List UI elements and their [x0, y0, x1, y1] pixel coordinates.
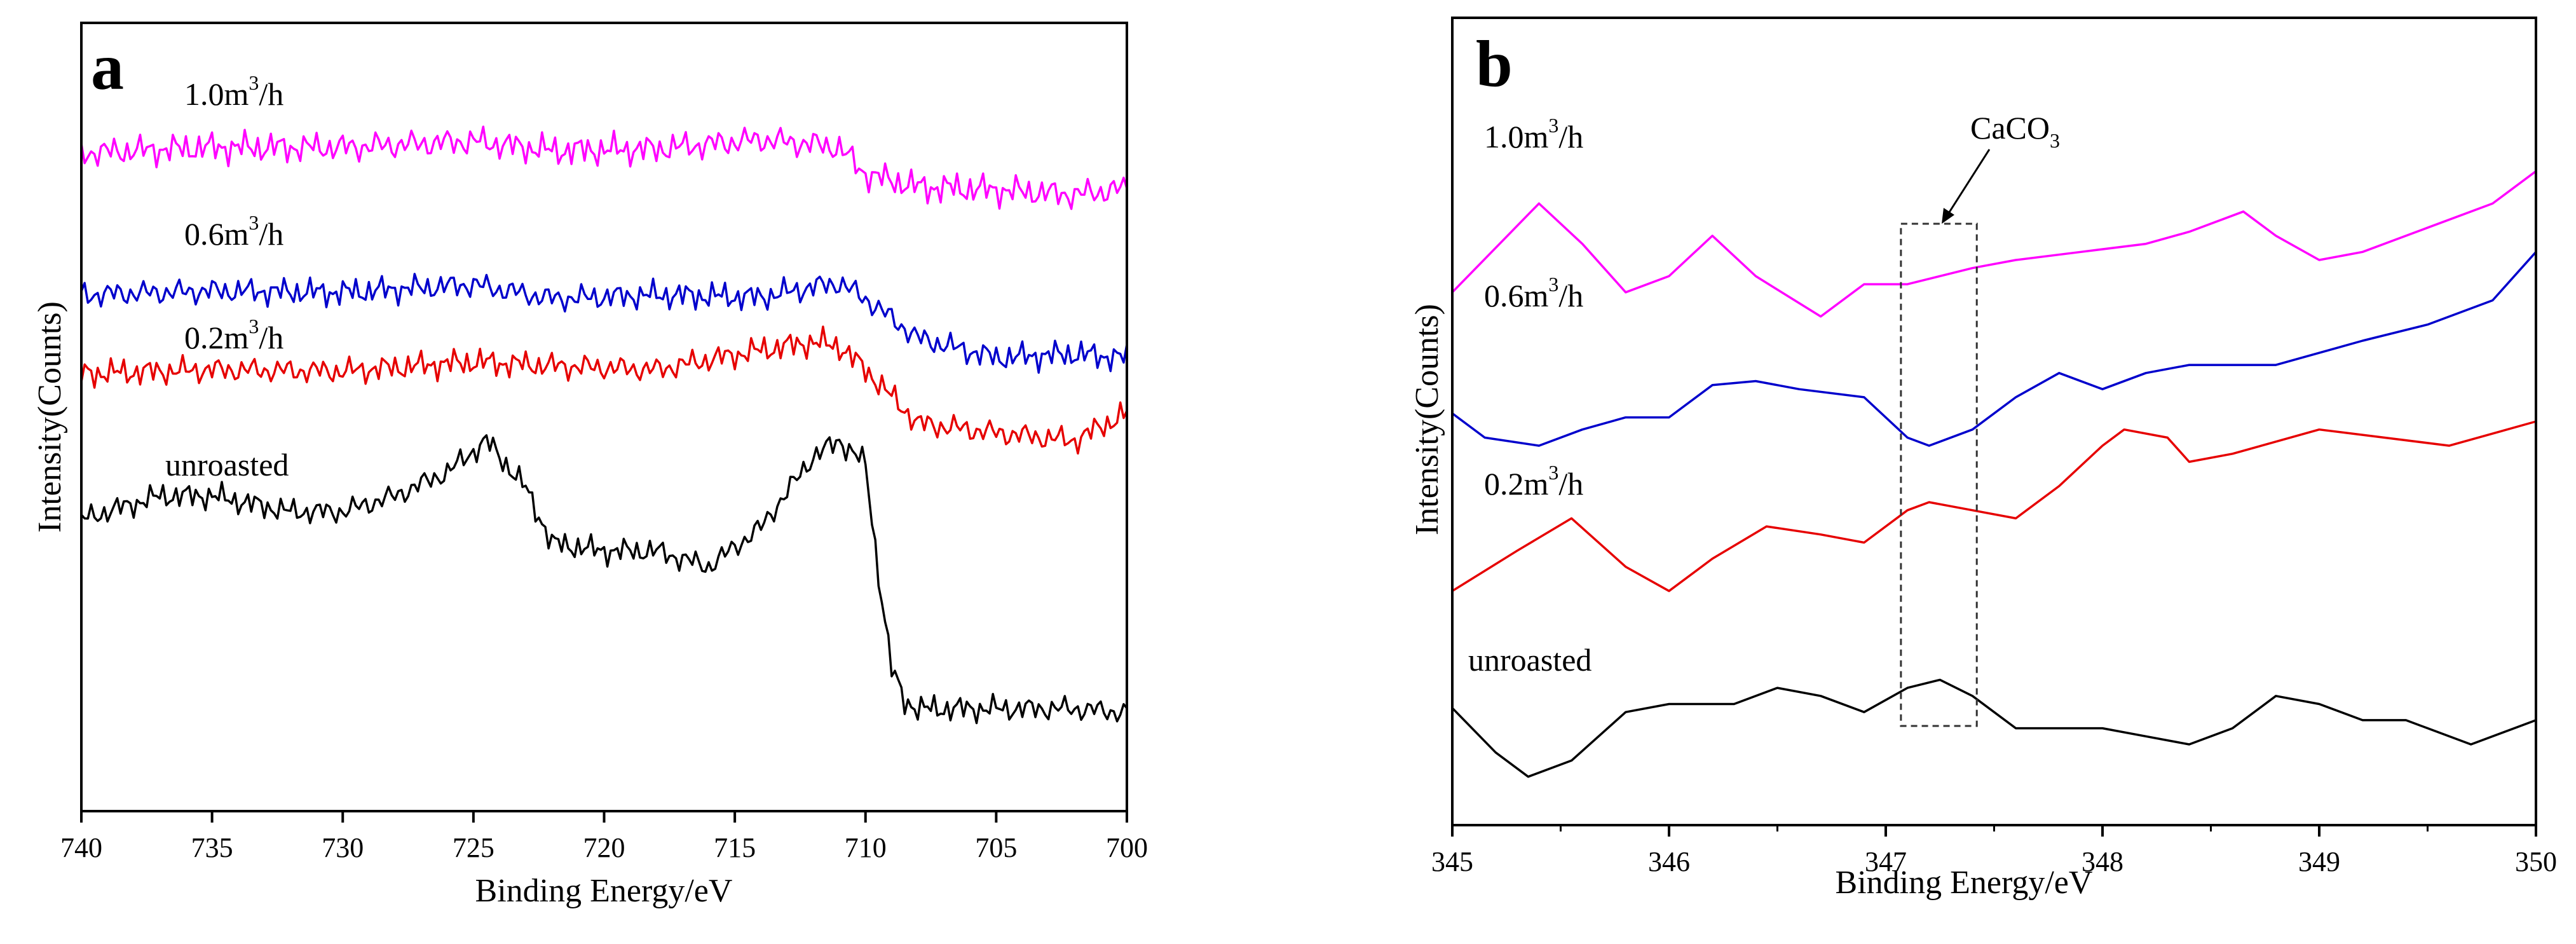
panel-a-series-unroasted: [80, 434, 1128, 725]
panel-b-label-1-0: 1.0m3/h: [1484, 114, 1583, 154]
panel-a-label-0-6: 0.6m3/h: [184, 211, 283, 252]
panel-b-letter: b: [1476, 27, 1513, 100]
panel-a-series-lines: [80, 125, 1128, 725]
panel-b-label-0-6: 0.6m3/h: [1484, 273, 1583, 313]
panel-a-x-tick-label: 700: [1106, 832, 1148, 863]
panel-a-x-tick-label: 715: [714, 832, 756, 863]
panel-b-x-tick-label: 345: [1431, 846, 1473, 877]
panel-b-y-axis-title: Intensity(Counts): [1409, 304, 1445, 535]
panel-b-series-0-6: [1451, 251, 2537, 447]
panel-a-x-tick-label: 730: [322, 832, 364, 863]
panel-a-series-0-2: [80, 325, 1128, 455]
panel-a: 740 735 730 725 720 715 710 705 700 a 1.0m3/h 0.…: [32, 22, 1148, 909]
panel-b-caco3-label: CaCO3: [1970, 110, 2060, 152]
panel-a-label-unroasted: unroasted: [165, 447, 289, 482]
panel-b-series-lines: [1451, 170, 2537, 778]
panel-a-frame: [80, 22, 1128, 812]
panel-b: 345 346 347 348 349 350 b 1.0m3/h 0.6m3/h 0.2…: [1409, 17, 2557, 901]
panel-b-series-0-2: [1452, 420, 2537, 592]
panel-b-x-tick-label: 349: [2298, 846, 2340, 877]
panel-b-caco3-arrow-head: [1942, 208, 1954, 224]
panel-b-caco3-arrow-line: [1946, 149, 1991, 217]
panel-a-letter: a: [91, 31, 124, 104]
panel-b-x-tick-label: 347: [1865, 846, 1907, 877]
panel-a-x-axis-title: Binding Energy/eV: [475, 873, 733, 909]
panel-b-x-tick-label: 346: [1648, 846, 1690, 877]
panel-a-x-tick-label: 740: [60, 832, 102, 863]
panel-b-x-axis-title: Binding Energy/eV: [1836, 865, 2093, 901]
panel-a-y-axis-title: Intensity(Counts): [32, 301, 68, 533]
panel-a-label-1-0: 1.0m3/h: [184, 71, 283, 112]
panel-b-x-tick-label: 348: [2082, 846, 2123, 877]
panel-b-x-ticks: 345 346 347 348 349 350: [1431, 825, 2557, 877]
panel-a-x-tick-label: 710: [845, 832, 887, 863]
panel-a-x-tick-label: 720: [583, 832, 625, 863]
panel-b-label-0-2: 0.2m3/h: [1484, 461, 1583, 502]
panel-b-x-tick-label: 350: [2515, 846, 2557, 877]
panel-a-x-ticks: 740 735 730 725 720 715 710 705 700: [60, 811, 1148, 863]
panel-a-series-0-6: [80, 273, 1128, 374]
panel-b-series-1-0: [1451, 170, 2537, 318]
panel-b-series-unroasted: [1451, 678, 2537, 778]
panel-a-x-tick-label: 735: [191, 832, 233, 863]
panel-a-x-tick-label: 705: [975, 832, 1017, 863]
panel-a-label-0-2: 0.2m3/h: [184, 315, 283, 355]
panel-a-x-tick-label: 725: [453, 832, 494, 863]
panel-b-label-unroasted: unroasted: [1468, 642, 1591, 678]
panel-b-caco3-dashed-box: [1900, 222, 1978, 727]
panel-a-series-1-0: [80, 125, 1128, 210]
